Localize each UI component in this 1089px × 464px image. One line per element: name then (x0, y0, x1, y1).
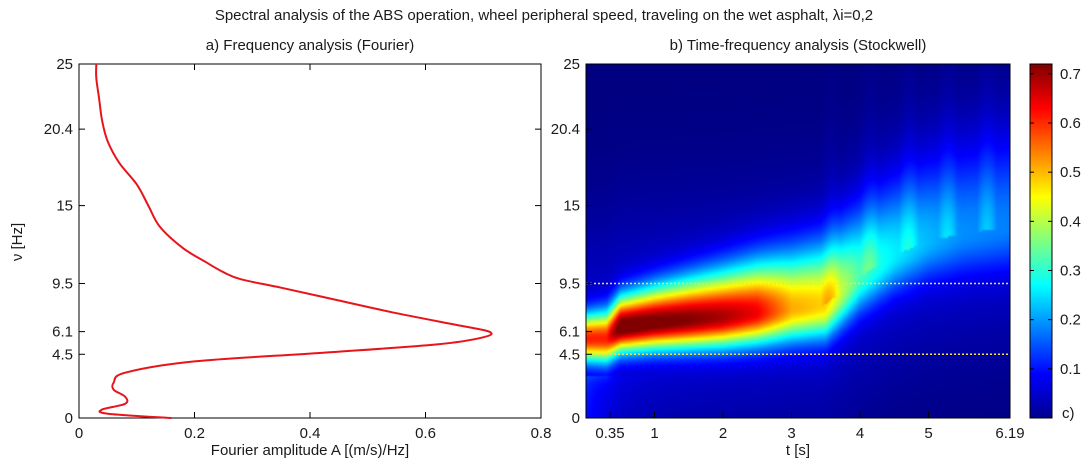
panel-b-x-ticks: 0.35 1 2 3 4 5 6.19 (595, 412, 1025, 442)
b-ytick-label: 9.5 (559, 275, 580, 292)
colorbar-label: c) (1062, 405, 1075, 422)
b-xtick-label: 2 (719, 425, 727, 442)
b-ytick-label: 4.5 (559, 346, 580, 363)
b-ytick-label: 0 (572, 410, 580, 427)
b-xtick-label: 6.19 (995, 425, 1024, 442)
b-xtick-label: 0.35 (595, 425, 624, 442)
a-xtick-label: 0.4 (300, 425, 321, 442)
panel-a-plot-area (78, 63, 542, 419)
reference-lines (586, 282, 1010, 356)
b-xtick-label: 5 (924, 425, 932, 442)
cb-tick-label: 0.1 (1060, 361, 1081, 378)
a-ytick-label: 25 (56, 56, 73, 73)
panel-b-y-ticks: 0 4.5 6.1 9.5 15 20.4 25 (551, 56, 592, 427)
panel-b: b) Time-frequency analysis (Stockwell) 0… (551, 37, 1081, 459)
a-xtick-label: 0.6 (415, 425, 436, 442)
figure-title: Spectral analysis of the ABS operation, … (215, 7, 873, 24)
a-ytick-label: 6.1 (52, 324, 73, 341)
panel-a-y-ticks: 0 4.5 6.1 9.5 15 20.4 25 (44, 56, 541, 427)
b-ytick-label: 15 (563, 198, 580, 215)
a-ytick-label: 20.4 (44, 121, 73, 138)
a-ytick-label: 15 (56, 198, 73, 215)
cb-tick-label: 0.7 (1060, 66, 1081, 83)
b-ytick-label: 25 (563, 56, 580, 73)
panel-a: a) Frequency analysis (Fourier) 0 4.5 6.1 9… (9, 37, 551, 459)
panel-b-subtitle: b) Time-frequency analysis (Stockwell) (670, 37, 927, 54)
a-xtick-label: 0 (75, 425, 83, 442)
panel-b-x-label: t [s] (786, 442, 810, 459)
fourier-spectrum-line (95, 63, 493, 419)
panel-a-x-label: Fourier amplitude A [(m/s)/Hz] (211, 442, 409, 459)
stockwell-heatmap (586, 64, 1010, 418)
cb-tick-label: 0.3 (1060, 263, 1081, 280)
a-ytick-label: 4.5 (52, 346, 73, 363)
b-xtick-label: 1 (650, 425, 658, 442)
panel-a-subtitle: a) Frequency analysis (Fourier) (206, 37, 414, 54)
colorbar (1029, 63, 1053, 419)
panel-a-y-label: ν [Hz] (9, 223, 26, 261)
b-ytick-label: 6.1 (559, 324, 580, 341)
cb-tick-label: 0.6 (1060, 115, 1081, 132)
cb-tick-label: 0.2 (1060, 312, 1081, 329)
cb-tick-label: 0.5 (1060, 164, 1081, 181)
a-xtick-label: 0.8 (531, 425, 552, 442)
b-xtick-label: 4 (856, 425, 864, 442)
a-ytick-label: 0 (65, 410, 73, 427)
b-ytick-label: 20.4 (551, 121, 580, 138)
panel-b-plot-area (585, 63, 1011, 419)
panel-a-x-ticks: 0 0.2 0.4 0.6 0.8 (75, 64, 552, 442)
colorbar-ticks: 0.1 0.2 0.3 0.4 0.5 0.6 0.7 (1030, 66, 1081, 378)
b-xtick-label: 3 (787, 425, 795, 442)
cb-tick-label: 0.4 (1060, 213, 1081, 230)
a-ytick-label: 9.5 (52, 275, 73, 292)
a-xtick-label: 0.2 (184, 425, 205, 442)
